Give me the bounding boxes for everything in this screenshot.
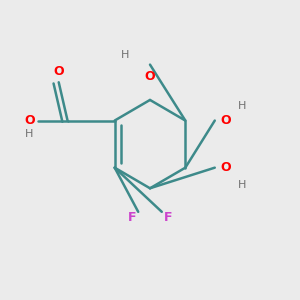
Text: O: O — [53, 65, 64, 78]
Text: H: H — [121, 50, 129, 60]
Text: H: H — [238, 180, 247, 190]
Text: O: O — [221, 161, 231, 174]
Text: F: F — [128, 211, 136, 224]
Text: H: H — [25, 129, 34, 140]
Text: H: H — [238, 101, 247, 111]
Text: O: O — [25, 114, 35, 127]
Text: O: O — [221, 114, 231, 127]
Text: O: O — [145, 70, 155, 83]
Text: F: F — [164, 211, 172, 224]
